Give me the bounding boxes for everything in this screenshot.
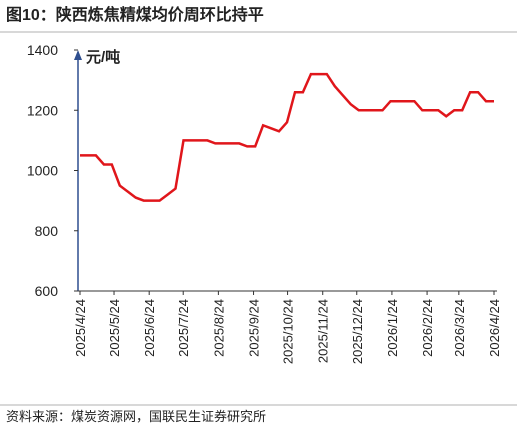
x-tick-label: 2025/7/24 <box>176 299 191 357</box>
x-tick-label: 2025/12/24 <box>350 299 365 364</box>
price-line <box>80 72 494 202</box>
x-tick-label: 2025/10/24 <box>281 299 296 364</box>
y-axis-label: 元/吨 <box>86 48 120 66</box>
x-tick-label: 2025/6/24 <box>142 299 157 357</box>
y-tick-label: 600 <box>35 283 59 299</box>
x-tick-label: 2026/3/24 <box>452 299 467 357</box>
y-tick-label: 800 <box>35 223 59 239</box>
x-tick-label: 2025/11/24 <box>316 299 331 363</box>
x-tick-label: 2026/2/24 <box>420 299 435 357</box>
y-tick-label: 1400 <box>27 42 58 58</box>
x-tick-label: 2025/5/24 <box>107 299 122 357</box>
x-tick-label: 2025/8/24 <box>211 299 226 357</box>
y-axis-arrow <box>74 50 82 60</box>
source-note: 资料来源：煤炭资源网，国联民生证券研究所 <box>6 409 266 424</box>
x-tick-label: 2026/1/24 <box>385 299 400 357</box>
y-tick-label: 1000 <box>27 163 58 179</box>
x-tick-label: 2025/4/24 <box>73 299 88 357</box>
x-tick-label: 2026/4/24 <box>487 299 502 357</box>
y-tick-label: 1200 <box>27 102 58 118</box>
x-tick-label: 2025/9/24 <box>247 299 262 357</box>
chart-title: 图10：陕西炼焦精煤均价周环比持平 <box>6 5 264 24</box>
